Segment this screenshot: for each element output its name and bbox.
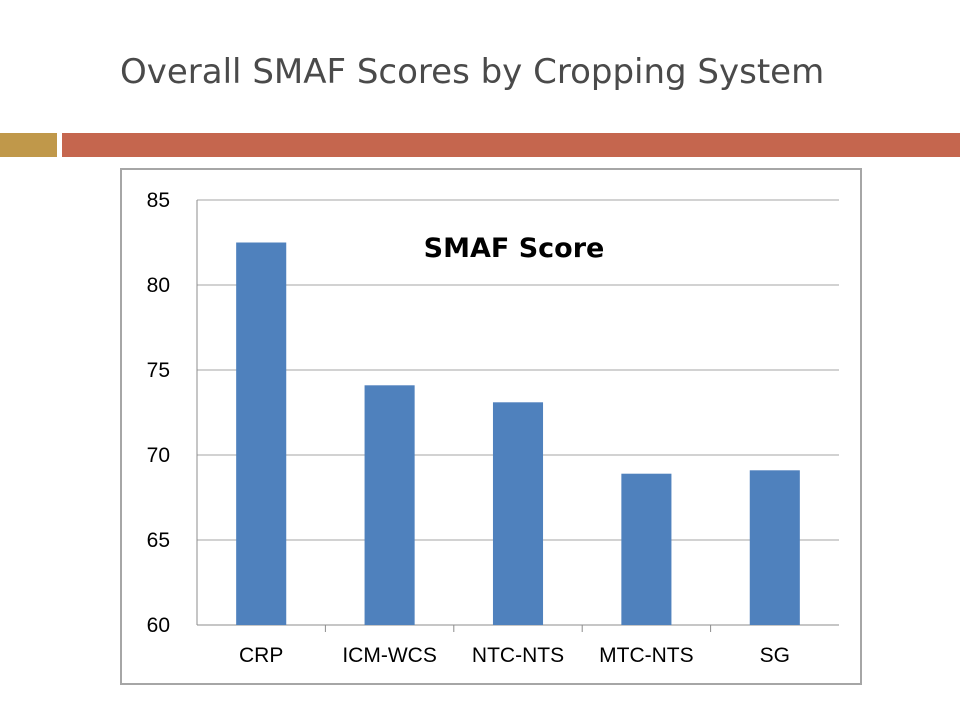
bar: [749, 470, 800, 625]
y-tick-label: 60: [147, 614, 170, 637]
chart-frame: 60 65 70 75 80 85 CRP ICM-WCS NTC-NTS MTC-NTS SG …: [120, 168, 862, 685]
y-tick-label: 65: [147, 529, 170, 552]
chart-title: SMAF Score: [424, 233, 605, 264]
bar: [364, 385, 415, 625]
y-axis-ticks: 60 65 70 75 80 85: [147, 189, 170, 637]
accent-bar-red: [62, 133, 960, 157]
x-tick-label: NTC-NTS: [472, 644, 564, 667]
bar: [236, 242, 287, 625]
x-tick-label: ICM-WCS: [342, 644, 436, 667]
x-tick-label: SG: [760, 644, 790, 667]
x-tick-label: MTC-NTS: [599, 644, 693, 667]
x-tick-label: CRP: [239, 644, 283, 667]
y-tick-label: 80: [147, 274, 170, 297]
bar: [621, 473, 672, 625]
y-tick-label: 75: [147, 359, 170, 382]
accent-bar-gold: [0, 133, 57, 157]
x-axis-labels: CRP ICM-WCS NTC-NTS MTC-NTS SG: [239, 644, 790, 667]
bar: [492, 402, 544, 625]
y-tick-label: 85: [147, 189, 170, 212]
chart-bars: [236, 242, 800, 625]
page-title: Overall SMAF Scores by Cropping System: [120, 52, 825, 92]
y-tick-label: 70: [147, 444, 170, 467]
